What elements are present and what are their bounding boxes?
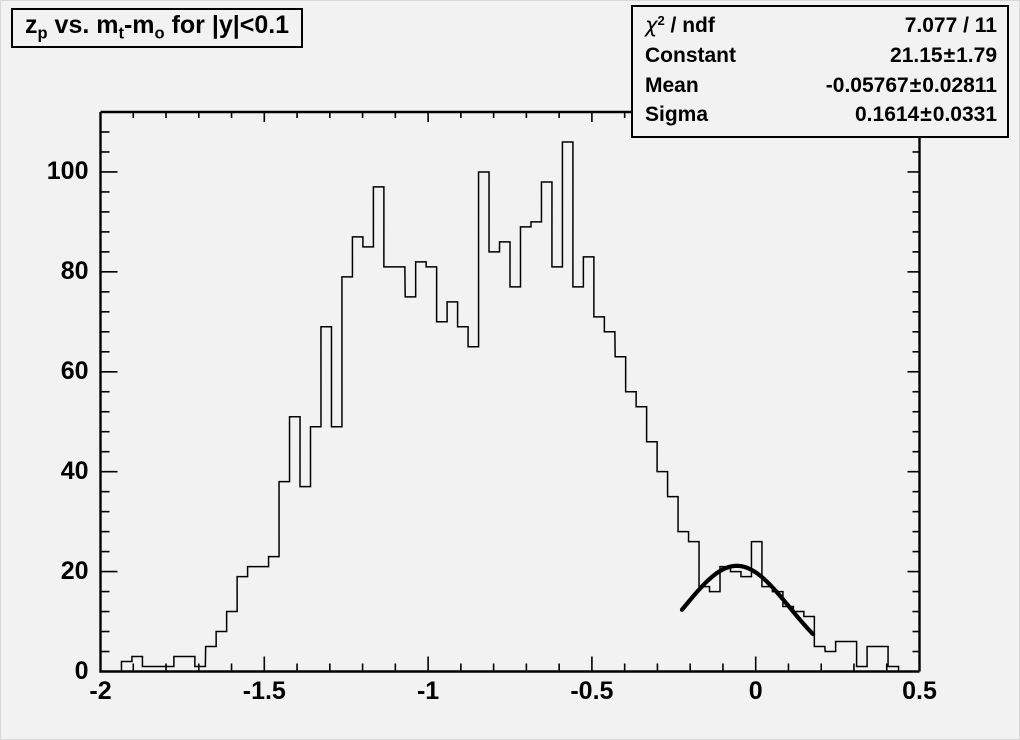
x-tick-label-0: 0 [748,676,763,705]
stats-row-mean: Mean -0.05767±0.02811 [645,71,997,101]
stats-value-sigma: 0.1614±0.0331 [855,100,997,130]
x-tick-label--0p5: -0.5 [570,676,614,705]
y-tick-label-60: 60 [60,356,89,385]
title-part-for-y: for |y|<0.1 [164,10,290,39]
sigma-error: 0.0331 [932,103,997,127]
frame-box [99,110,921,673]
histogram-outline [100,141,920,673]
x-tick-label--1: -1 [416,676,440,705]
stats-row-chi2: χ2 / ndf 7.077 / 11 [645,11,997,41]
x-tick-label--1p5: -1.5 [242,676,286,705]
y-tick-label-80: 80 [60,256,89,285]
title-part-minus-mo: -m [123,10,155,39]
constant-error: 1.79 [956,43,997,67]
stats-value-constant: 21.15±1.79 [890,41,997,71]
y-tick-label-0: 0 [74,656,89,685]
stats-label-chi2: χ2 / ndf [645,11,715,41]
plus-minus-icon: ± [909,73,922,97]
stats-label-mean: Mean [645,73,699,97]
histogram-step-line [100,141,920,673]
plot-title-box: zp vs. mt-mo for |y|<0.1 [11,8,304,48]
chi-label-rest: / ndf [664,14,715,37]
constant-value: 21.15 [890,43,943,67]
y-tick-label-100: 100 [46,156,89,185]
title-sub-p: p [37,23,48,42]
y-tick-label-40: 40 [60,456,89,485]
stats-row-constant: Constant 21.15±1.79 [645,41,997,71]
title-sub-o: o [154,23,165,42]
stats-value-chi2: 7.077 / 11 [904,14,997,37]
fit-statistics-box: χ2 / ndf 7.077 / 11 Constant 21.15±1.79 … [631,5,1009,139]
plus-minus-icon: ± [920,103,932,127]
title-part-zp: z [25,10,38,39]
chi-symbol: χ [645,13,658,37]
mean-error: 0.02811 [922,73,997,97]
sigma-value: 0.1614 [855,103,920,127]
mean-value: -0.05767 [825,73,909,97]
x-tick-label-0p5: 0.5 [902,676,937,705]
y-tick-label-20: 20 [60,556,89,585]
stats-label-constant: Constant [645,43,736,67]
stats-label-sigma: Sigma [645,103,709,127]
plus-minus-icon: ± [943,43,956,67]
x-tick-label--2: -2 [89,676,112,705]
gaussian-fit-curve [679,563,816,637]
page-title: zp vs. mt-mo for |y|<0.1 [25,10,290,42]
title-part-vs-mt: vs. m [47,10,119,39]
stats-value-mean: -0.05767±0.02811 [826,71,997,101]
plot-frame [99,110,921,673]
fit-curve-line [679,563,816,637]
title-sub-t: t [118,23,124,42]
axis-ticks [99,112,921,673]
chi-superscript: 2 [657,12,665,28]
stats-row-sigma: Sigma 0.1614±0.0331 [645,100,997,130]
